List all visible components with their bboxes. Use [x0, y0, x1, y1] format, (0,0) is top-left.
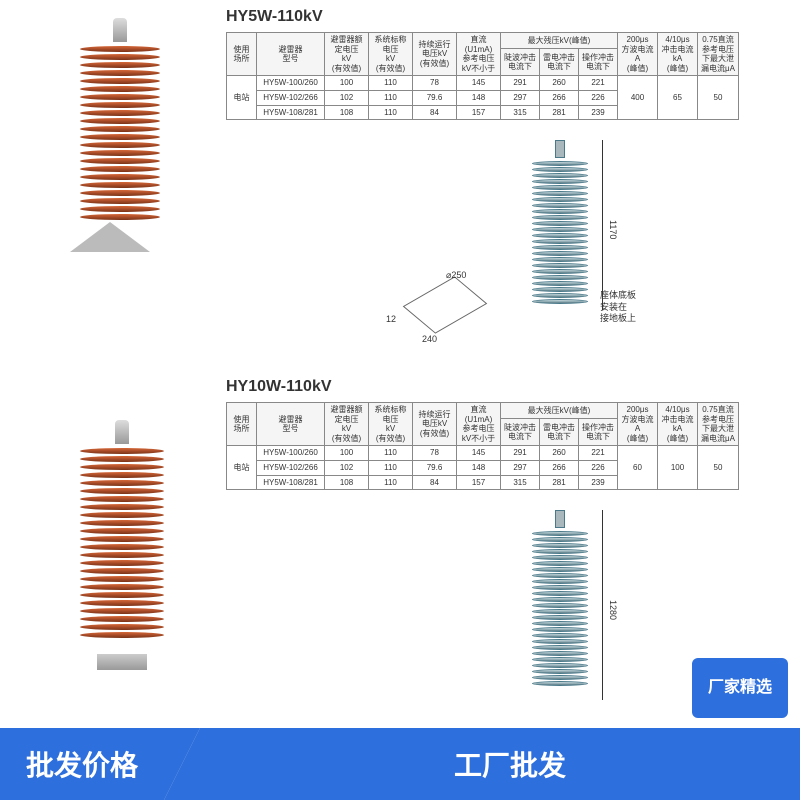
footer-right-text: 工厂批发: [200, 728, 800, 800]
table-row: 电站HY5W-100/26010011078145291260221601005…: [227, 446, 739, 461]
table-row: 电站HY5W-100/26010011078145291260221400655…: [227, 76, 739, 91]
base-w-label: 240: [422, 334, 437, 344]
drawing-note: 座体底板 安装在 接地板上: [600, 290, 636, 325]
product-photo-1: [80, 18, 160, 252]
footer-badge: 厂家精选: [692, 658, 788, 718]
section-title-2: HY10W-110kV: [226, 378, 332, 396]
tech-drawing-2: 1280: [532, 510, 588, 687]
footer-bar: 批发价格 工厂批发: [0, 728, 800, 800]
height-label-2: 1280: [608, 600, 618, 620]
spec-table-2: 使用 场所避雷器 型号避雷器额 定电压 kV (有效值)系统标称 电压 kV (…: [226, 402, 739, 490]
height-label-1: 1170: [608, 220, 618, 239]
footer-left-text: 批发价格: [0, 728, 164, 800]
tech-drawing-1: 1170: [532, 140, 588, 305]
spec-table-1: 使用 场所避雷器 型号避雷器额 定电压 kV (有效值)系统标称 电压 kV (…: [226, 32, 739, 120]
base-iso-drawing: 240 ⌀250 12 座体底板 安装在 接地板上: [410, 280, 480, 330]
product-photo-2: [80, 420, 164, 670]
section-title-1: HY5W-110kV: [226, 8, 323, 26]
base-d-label: 250: [451, 270, 466, 280]
base-t-label: 12: [386, 314, 396, 324]
